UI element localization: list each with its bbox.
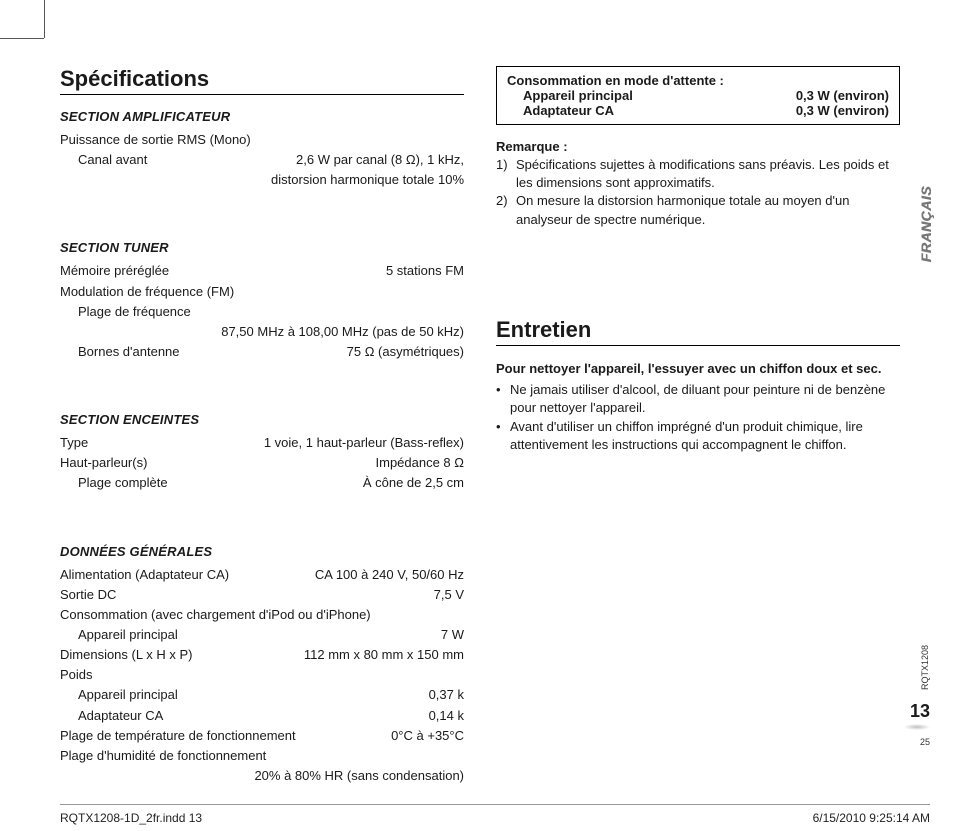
section-general-title: DONNÉES GÉNÉRALES [60, 544, 464, 559]
standby-row2: Adaptateur CA 0,3 W (environ) [507, 103, 889, 118]
bullet-icon: • [496, 381, 510, 417]
remark-1-text: Spécifications sujettes à modifications … [516, 156, 900, 192]
amp-front-val1: 2,6 W par canal (8 Ω), 1 kHz, [296, 150, 464, 170]
gen-weight-adapter-row: Adaptateur CA 0,14 k [60, 706, 464, 726]
doc-code: RQTX1208 [920, 645, 930, 690]
remark-2-num: 2) [496, 192, 516, 228]
gen-cons-label: Consommation (avec chargement d'iPod ou … [60, 605, 464, 625]
left-column: Spécifications SECTION AMPLIFICATEUR Pui… [60, 66, 464, 786]
section-speakers-title: SECTION ENCEINTES [60, 412, 464, 427]
tuner-antenna-val: 75 Ω (asymétriques) [347, 342, 464, 362]
footer: RQTX1208-1D_2fr.indd 13 6/15/2010 9:25:1… [60, 804, 930, 825]
footer-right: 6/15/2010 9:25:14 AM [813, 811, 930, 825]
remark-list: 1) Spécifications sujettes à modificatio… [496, 156, 900, 229]
spk-fullrange-label: Plage complète [78, 473, 168, 493]
spk-driver-val: Impédance 8 Ω [376, 453, 465, 473]
right-column: Consommation en mode d'attente : Apparei… [496, 66, 930, 786]
gen-dims-row: Dimensions (L x H x P) 112 mm x 80 mm x … [60, 645, 464, 665]
tuner-preset-label: Mémoire préréglée [60, 261, 169, 281]
tuner-preset-row: Mémoire préréglée 5 stations FM [60, 261, 464, 281]
page: Spécifications SECTION AMPLIFICATEUR Pui… [60, 10, 930, 800]
tuner-freq-label: Plage de fréquence [60, 302, 464, 322]
remark-item-1: 1) Spécifications sujettes à modificatio… [496, 156, 900, 192]
maintenance-bullets: • Ne jamais utiliser d'alcool, de diluan… [496, 381, 900, 454]
standby-row1-val: 0,3 W (environ) [796, 88, 889, 103]
amp-power-label: Puissance de sortie RMS (Mono) [60, 130, 464, 150]
page-number: 13 [910, 701, 930, 721]
gen-weight-adapter-label: Adaptateur CA [78, 706, 163, 726]
amp-front-val2: distorsion harmonique totale 10% [60, 170, 464, 190]
gen-temp-row: Plage de température de fonctionnement 0… [60, 726, 464, 746]
gen-main-row: Appareil principal 7 W [60, 625, 464, 645]
amp-front-row: Canal avant 2,6 W par canal (8 Ω), 1 kHz… [60, 150, 464, 170]
page-shadow [904, 724, 930, 730]
gen-weight-main-label: Appareil principal [78, 685, 178, 705]
standby-row1-label: Appareil principal [523, 88, 633, 103]
bullet-icon: • [496, 418, 510, 454]
footer-left: RQTX1208-1D_2fr.indd 13 [60, 811, 202, 825]
section-tuner-title: SECTION TUNER [60, 240, 464, 255]
gen-psu-val: CA 100 à 240 V, 50/60 Hz [315, 565, 464, 585]
gen-main-val: 7 W [441, 625, 464, 645]
spk-type-val: 1 voie, 1 haut-parleur (Bass-reflex) [264, 433, 464, 453]
gen-temp-label: Plage de température de fonctionnement [60, 726, 296, 746]
gen-dc-label: Sortie DC [60, 585, 116, 605]
gen-hum-label: Plage d'humidité de fonctionnement [60, 746, 464, 766]
maintenance-bullet-2: • Avant d'utiliser un chiffon imprégné d… [496, 418, 900, 454]
standby-box: Consommation en mode d'attente : Apparei… [496, 66, 900, 125]
gen-weight-main-val: 0,37 k [429, 685, 464, 705]
language-tab: FRANÇAIS [918, 186, 934, 262]
remark-title: Remarque : [496, 139, 900, 154]
spk-driver-label: Haut-parleur(s) [60, 453, 147, 473]
tuner-preset-val: 5 stations FM [386, 261, 464, 281]
standby-row2-label: Adaptateur CA [523, 103, 614, 118]
section-amp-title: SECTION AMPLIFICATEUR [60, 109, 464, 124]
spk-driver-row: Haut-parleur(s) Impédance 8 Ω [60, 453, 464, 473]
page-small: 25 [920, 737, 930, 747]
gen-main-label: Appareil principal [78, 625, 178, 645]
tuner-fm-label: Modulation de fréquence (FM) [60, 282, 464, 302]
page-number-block: RQTX1208 13 25 [904, 645, 930, 750]
gen-psu-row: Alimentation (Adaptateur CA) CA 100 à 24… [60, 565, 464, 585]
gen-psu-label: Alimentation (Adaptateur CA) [60, 565, 229, 585]
spk-type-row: Type 1 voie, 1 haut-parleur (Bass-reflex… [60, 433, 464, 453]
standby-title: Consommation en mode d'attente : [507, 73, 889, 88]
gen-hum-val: 20% à 80% HR (sans condensation) [60, 766, 464, 786]
maintenance-lead: Pour nettoyer l'appareil, l'essuyer avec… [496, 360, 900, 378]
maintenance-bullet-2-text: Avant d'utiliser un chiffon imprégné d'u… [510, 418, 900, 454]
amp-front-label: Canal avant [78, 150, 147, 170]
spk-fullrange-row: Plage complète À cône de 2,5 cm [60, 473, 464, 493]
gen-dims-label: Dimensions (L x H x P) [60, 645, 192, 665]
tuner-antenna-label: Bornes d'antenne [78, 342, 180, 362]
gen-dc-row: Sortie DC 7,5 V [60, 585, 464, 605]
maintenance-bullet-1: • Ne jamais utiliser d'alcool, de diluan… [496, 381, 900, 417]
crop-mark-h [0, 38, 44, 39]
spk-fullrange-val: À cône de 2,5 cm [363, 473, 464, 493]
spk-type-label: Type [60, 433, 88, 453]
remark-1-num: 1) [496, 156, 516, 192]
specs-heading: Spécifications [60, 66, 464, 95]
gen-weight-adapter-val: 0,14 k [429, 706, 464, 726]
standby-row2-val: 0,3 W (environ) [796, 103, 889, 118]
maintenance-bullet-1-text: Ne jamais utiliser d'alcool, de diluant … [510, 381, 900, 417]
tuner-freq-val: 87,50 MHz à 108,00 MHz (pas de 50 kHz) [60, 322, 464, 342]
tuner-antenna-row: Bornes d'antenne 75 Ω (asymétriques) [60, 342, 464, 362]
gen-weight-label: Poids [60, 665, 464, 685]
gen-dims-val: 112 mm x 80 mm x 150 mm [304, 645, 464, 665]
remark-2-text: On mesure la distorsion harmonique total… [516, 192, 900, 228]
maintenance-heading: Entretien [496, 317, 900, 346]
gen-temp-val: 0°C à +35°C [391, 726, 464, 746]
standby-row1: Appareil principal 0,3 W (environ) [507, 88, 889, 103]
gen-dc-val: 7,5 V [434, 585, 464, 605]
crop-mark-v [44, 0, 45, 38]
gen-weight-main-row: Appareil principal 0,37 k [60, 685, 464, 705]
remark-item-2: 2) On mesure la distorsion harmonique to… [496, 192, 900, 228]
two-column-layout: Spécifications SECTION AMPLIFICATEUR Pui… [60, 10, 930, 786]
